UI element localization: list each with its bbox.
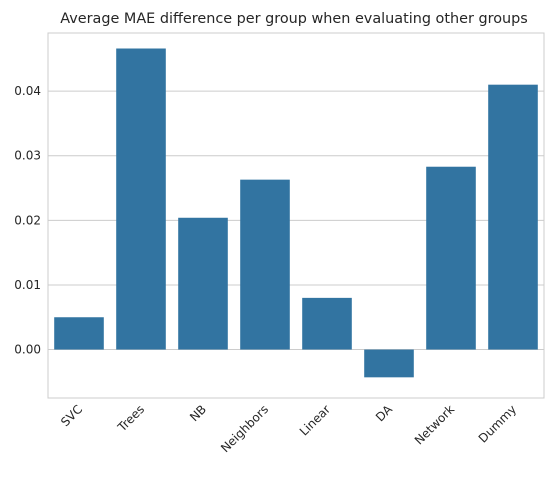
- y-tick-label-2: 0.02: [14, 213, 41, 227]
- x-tick-label-svc: SVC: [58, 402, 85, 429]
- x-tick-label-trees: Trees: [114, 402, 147, 435]
- bar-trees: [116, 48, 166, 350]
- bar-network: [426, 166, 476, 350]
- axes-frame: [47, 32, 545, 399]
- bar-neighbors: [240, 179, 290, 350]
- x-tick-label-dummy: Dummy: [476, 402, 519, 445]
- x-tick-label-neighbors: Neighbors: [218, 402, 271, 455]
- y-tick-label-0: 0.00: [14, 343, 41, 357]
- x-tick-label-linear: Linear: [297, 402, 333, 438]
- x-tick-label-network: Network: [412, 402, 457, 447]
- bar-dummy: [488, 84, 538, 350]
- y-tick-labels: 0.00 0.01 0.02 0.03 0.04: [14, 84, 41, 356]
- bar-da: [364, 349, 414, 378]
- y-tick-label-3: 0.03: [14, 149, 41, 163]
- bar-svc: [54, 317, 104, 350]
- bars: [54, 48, 538, 378]
- y-tick-label-1: 0.01: [14, 278, 41, 292]
- x-tick-labels: SVC Trees NB Neighbors Linear DA Network Dummy: [58, 402, 519, 456]
- x-tick-label-nb: NB: [187, 402, 209, 424]
- bar-linear: [302, 297, 352, 350]
- x-tick-label-da: DA: [373, 402, 396, 425]
- chart-title: Average MAE difference per group when ev…: [60, 11, 528, 27]
- bar-nb: [178, 217, 228, 350]
- y-tick-label-4: 0.04: [14, 84, 41, 98]
